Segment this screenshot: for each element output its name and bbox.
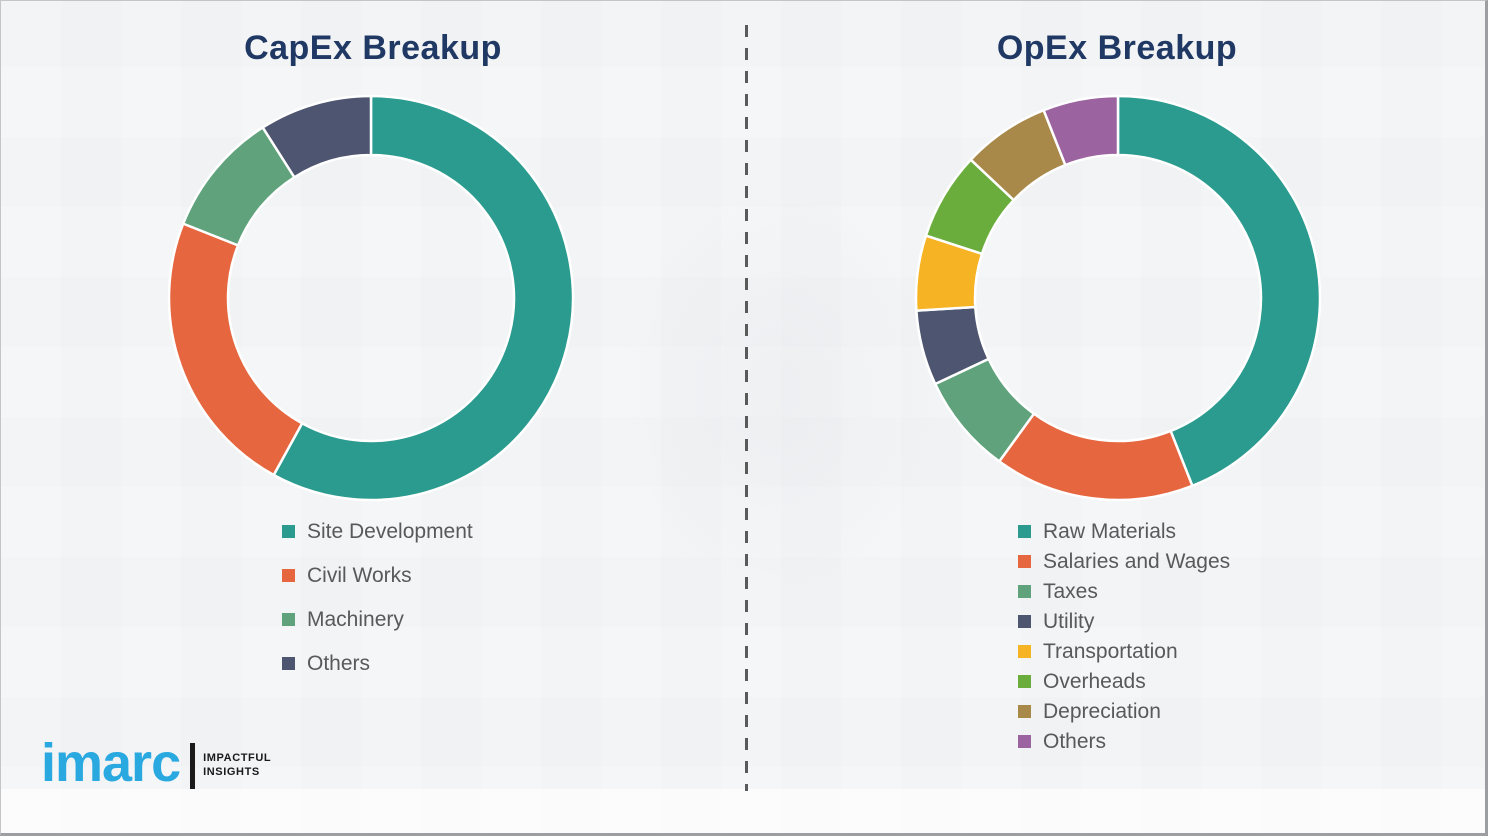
- legend-swatch-taxes: [1018, 584, 1031, 598]
- legend-label: Raw Materials: [1043, 519, 1177, 543]
- legend-item-site-development: Site Development: [282, 509, 473, 553]
- capex-donut-chart: [167, 94, 575, 502]
- imarc-logo-tagline: IMPACTFUL INSIGHTS: [203, 752, 271, 780]
- legend-item-utility: Utility: [1018, 606, 1230, 636]
- donut-segment-raw-materials: [1116, 94, 1322, 488]
- legend-item-depreciation: Depreciation: [1018, 696, 1230, 726]
- legend-swatch-raw-materials: [1018, 524, 1031, 538]
- legend-label: Taxes: [1043, 579, 1098, 603]
- legend-label: Utility: [1043, 609, 1095, 633]
- section-divider-dashed-line: [745, 25, 748, 791]
- imarc-logo-wordmark: imarc: [41, 732, 181, 793]
- legend-swatch-overheads: [1018, 674, 1031, 688]
- opex-legend: Raw Materials Salaries and Wages Taxes Util…: [1018, 516, 1230, 756]
- donut-segment-others: [261, 94, 373, 179]
- opex-chart-title: OpEx Breakup: [996, 29, 1238, 67]
- legend-swatch-utility: [1018, 614, 1031, 628]
- legend-item-machinery: Machinery: [282, 597, 473, 641]
- background-texture: [621, 181, 941, 601]
- legend-swatch-site-development: [282, 524, 295, 538]
- background-texture: [1, 789, 1485, 833]
- imarc-tagline-line2: INSIGHTS: [203, 766, 260, 778]
- legend-label: Machinery: [307, 607, 404, 631]
- donut-segment-others: [1042, 94, 1120, 167]
- legend-label: Salaries and Wages: [1043, 549, 1231, 573]
- capex-chart-title: CapEx Breakup: [244, 29, 502, 67]
- legend-label: Civil Works: [307, 563, 412, 587]
- donut-segment-civil-works: [167, 222, 304, 477]
- imarc-tagline-line1: IMPACTFUL: [203, 752, 272, 765]
- legend-item-taxes: Taxes: [1018, 576, 1230, 606]
- legend-label: Overheads: [1043, 669, 1146, 693]
- capex-legend: Site Development Civil Works Machinery Othe…: [282, 509, 473, 685]
- legend-label: Transportation: [1043, 639, 1178, 663]
- legend-label: Depreciation: [1043, 699, 1161, 723]
- imarc-logo-divider-bar: [190, 743, 196, 789]
- legend-item-raw-materials: Raw Materials: [1018, 516, 1230, 546]
- legend-swatch-others: [1018, 734, 1031, 748]
- legend-swatch-others: [282, 656, 295, 670]
- legend-item-others: Others: [1018, 726, 1230, 756]
- legend-swatch-salaries-and-wages: [1018, 554, 1031, 568]
- legend-swatch-civil-works: [282, 568, 295, 582]
- donut-segment-site-development: [272, 94, 575, 502]
- legend-swatch-machinery: [282, 612, 295, 626]
- imarc-logo: imarc IMPACTFUL INSIGHTS: [41, 732, 271, 793]
- legend-label: Others: [307, 651, 371, 675]
- legend-label: Others: [1043, 729, 1107, 753]
- legend-item-transportation: Transportation: [1018, 636, 1230, 666]
- legend-item-overheads: Overheads: [1018, 666, 1230, 696]
- legend-item-civil-works: Civil Works: [282, 553, 473, 597]
- legend-item-others: Others: [282, 641, 473, 685]
- legend-label: Site Development: [307, 519, 473, 543]
- donut-segment-salaries-and-wages: [998, 412, 1194, 502]
- legend-swatch-depreciation: [1018, 704, 1031, 718]
- legend-item-salaries-and-wages: Salaries and Wages: [1018, 546, 1230, 576]
- opex-donut-chart: [914, 94, 1322, 502]
- legend-swatch-transportation: [1018, 644, 1031, 658]
